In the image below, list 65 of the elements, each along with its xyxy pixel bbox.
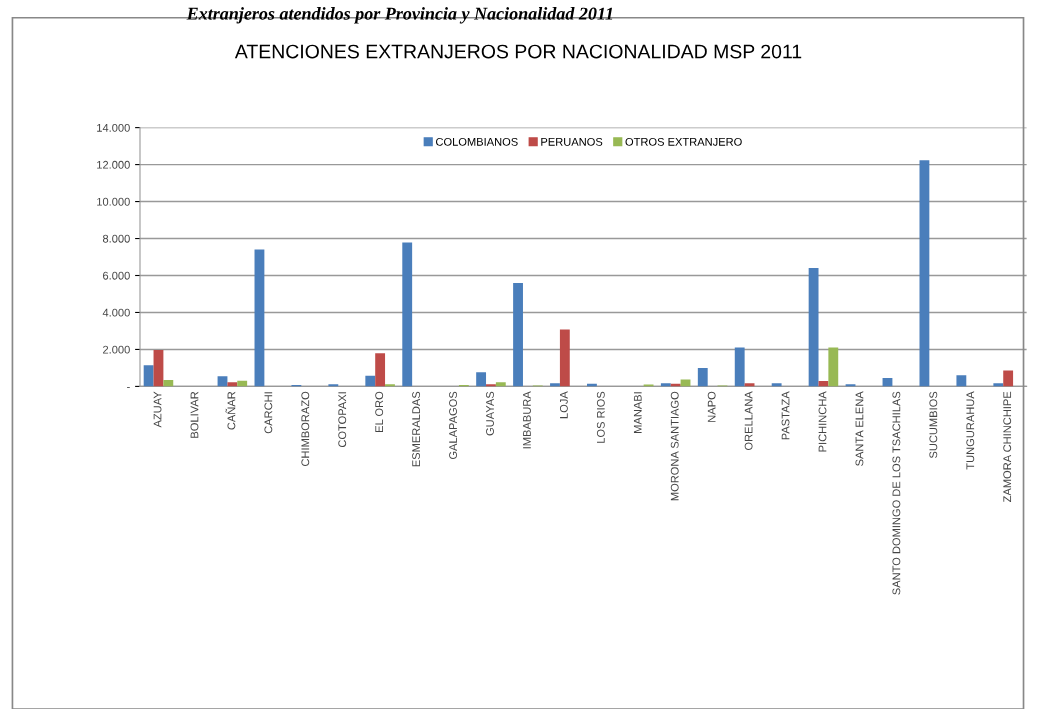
bar bbox=[993, 383, 1004, 387]
legend-label: PERUANOS bbox=[541, 137, 603, 146]
x-tick-label: CAÑAR bbox=[225, 391, 236, 430]
y-tick-label: 8.000 bbox=[102, 234, 130, 243]
bar bbox=[328, 384, 339, 387]
bar bbox=[697, 368, 708, 387]
bar bbox=[550, 383, 560, 387]
y-tick-label: 14.000 bbox=[97, 123, 130, 132]
x-tick-label: CARCHI bbox=[264, 392, 273, 434]
x-tick-label: SANTO DOMINGO DE LOS TSACHILAS bbox=[892, 391, 901, 595]
bar bbox=[734, 347, 745, 387]
bar bbox=[402, 242, 413, 387]
x-tick-label: PICHINCHA bbox=[818, 391, 827, 452]
x-tick-label: AZUAY bbox=[153, 391, 162, 428]
x-tick-label: EL ORO bbox=[375, 391, 384, 432]
bar bbox=[365, 375, 376, 387]
bar bbox=[143, 365, 154, 387]
y-tick-label: 6.000 bbox=[103, 271, 130, 280]
y-tick-label: 4.000 bbox=[102, 308, 130, 317]
text: Extranjeros atendidos por Provincia y Nacionalidad 2011 bbox=[186, 7, 613, 24]
x-tick-label: GALAPAGOS bbox=[449, 391, 457, 460]
x-tick-label: ZAMORA CHINCHIPE bbox=[1003, 391, 1012, 503]
x-tick-label: LOS RIOS bbox=[596, 391, 605, 443]
bar bbox=[486, 384, 496, 387]
x-tick-label: SUCUMBIOS bbox=[929, 391, 938, 459]
bar bbox=[385, 384, 395, 387]
x-tick-label: COTOPAXI bbox=[338, 392, 347, 448]
bar bbox=[808, 267, 819, 387]
legend-label: COLOMBIANOS bbox=[436, 137, 518, 146]
legend-label: OTROS EXTRANJERO bbox=[625, 137, 742, 146]
x-tick-label: LOJA bbox=[559, 391, 568, 419]
bar bbox=[828, 347, 839, 387]
x-tick-label: NAPO bbox=[707, 391, 716, 422]
chart-title: ATENCIONES EXTRANJEROS POR NACIONALIDAD MSP 2011 bbox=[234, 44, 802, 59]
x-tick-label: MORONA SANTIAGO bbox=[670, 391, 679, 501]
y-tick-label: 10.000 bbox=[97, 197, 130, 206]
bar bbox=[254, 249, 265, 387]
bar bbox=[919, 160, 930, 387]
bar bbox=[1003, 370, 1014, 387]
bar bbox=[771, 383, 782, 387]
y-tick-label: 2.000 bbox=[103, 345, 130, 354]
bar bbox=[153, 349, 164, 387]
x-tick-label: MANABI bbox=[633, 392, 642, 433]
x-tick-label: ORELLANA bbox=[744, 391, 753, 451]
bar bbox=[217, 376, 228, 387]
x-tick-label: BOLIVAR bbox=[190, 391, 199, 438]
bar bbox=[375, 353, 386, 387]
x-tick-label: CHIMBORAZO bbox=[301, 391, 310, 467]
y-tick-label: - bbox=[127, 387, 130, 388]
x-tick-label: GUAYAS bbox=[486, 391, 494, 436]
bar bbox=[227, 382, 238, 387]
bar bbox=[163, 380, 174, 387]
bar bbox=[476, 372, 487, 387]
x-tick-label: PASTAZA bbox=[781, 391, 790, 440]
bar bbox=[956, 375, 967, 387]
x-tick-label: SANTA ELENA bbox=[855, 391, 864, 466]
bar bbox=[660, 383, 671, 387]
bar bbox=[513, 283, 523, 387]
bar bbox=[559, 329, 570, 387]
y-tick-label: 12.000 bbox=[97, 160, 130, 169]
bar bbox=[680, 379, 691, 387]
bar bbox=[495, 382, 506, 387]
x-tick-label: IMBABURA bbox=[523, 391, 531, 449]
x-tick-label: ESMERALDAS bbox=[412, 391, 421, 467]
x-tick-label: TUNGURAHUA bbox=[966, 391, 975, 470]
